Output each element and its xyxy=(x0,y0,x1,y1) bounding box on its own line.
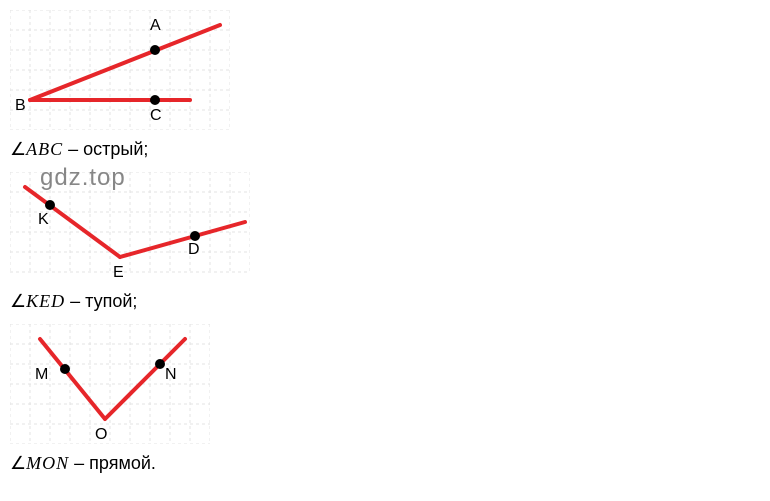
dash: – xyxy=(63,139,83,159)
point-label-M: M xyxy=(35,366,48,383)
diagram-d3: M O N ∠MON – прямой. xyxy=(10,324,760,474)
diagram-d1: A B C ∠ABC – острый; xyxy=(10,10,760,160)
angle-name: KED xyxy=(26,291,65,311)
angle-type: тупой; xyxy=(85,291,137,311)
diagram-d2: KEDgdz.top∠KED – тупой; xyxy=(10,172,760,312)
point-label-C: C xyxy=(150,107,162,124)
svg-wrap-d3: M O N xyxy=(10,324,760,449)
angle-symbol: ∠ xyxy=(10,139,26,159)
point-label-B: B xyxy=(15,97,26,114)
angle-symbol: ∠ xyxy=(10,291,26,311)
angle-svg: A B C xyxy=(10,10,230,130)
point-label-A: A xyxy=(150,17,161,34)
point-label-D: D xyxy=(188,241,200,258)
point-label-K: K xyxy=(38,211,49,228)
angle-type: прямой. xyxy=(89,453,156,473)
angle-svg: K E D xyxy=(10,172,250,282)
dash: – xyxy=(69,453,89,473)
svg-wrap-d1: A B C xyxy=(10,10,760,135)
angle-type: острый; xyxy=(83,139,148,159)
caption-d1: ∠ABC – острый; xyxy=(10,139,760,160)
point-label-E: E xyxy=(113,264,124,281)
angle-symbol: ∠ xyxy=(10,453,26,473)
point-label-N: N xyxy=(165,366,177,383)
angle-name: ABC xyxy=(26,139,63,159)
angle-name: MON xyxy=(26,453,69,473)
caption-d2: ∠KED – тупой; xyxy=(10,291,760,312)
point-label-O: O xyxy=(95,426,107,443)
dash: – xyxy=(65,291,85,311)
angle-svg: M O N xyxy=(10,324,210,444)
svg-wrap-d2: KEDgdz.top xyxy=(10,172,760,287)
caption-d3: ∠MON – прямой. xyxy=(10,453,760,474)
